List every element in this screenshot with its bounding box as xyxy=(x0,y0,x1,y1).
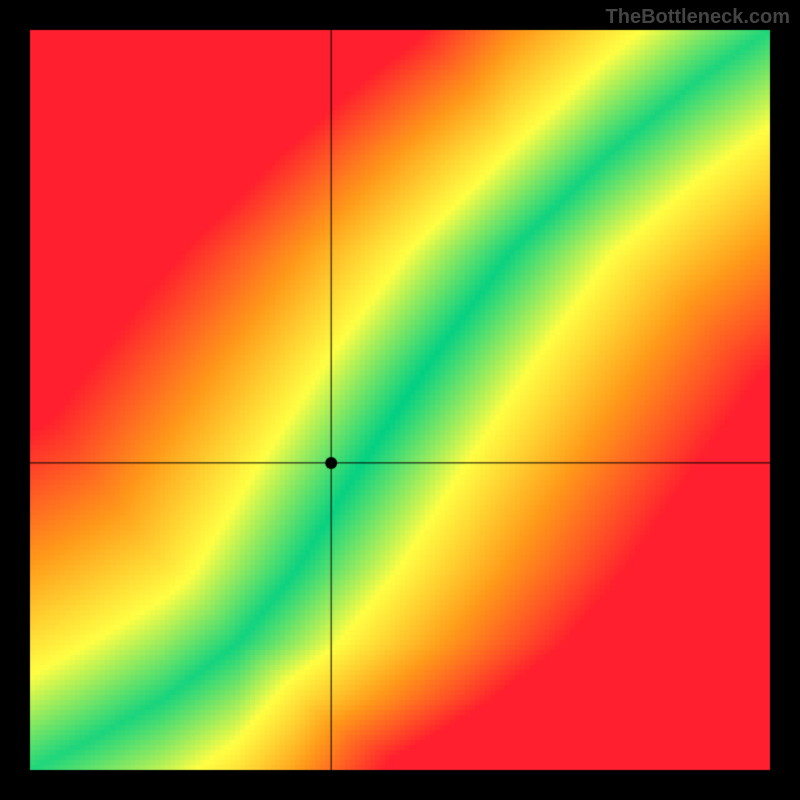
attribution-label: TheBottleneck.com xyxy=(606,6,790,29)
chart-container: TheBottleneck.com xyxy=(0,0,800,800)
bottleneck-heatmap xyxy=(0,0,800,800)
